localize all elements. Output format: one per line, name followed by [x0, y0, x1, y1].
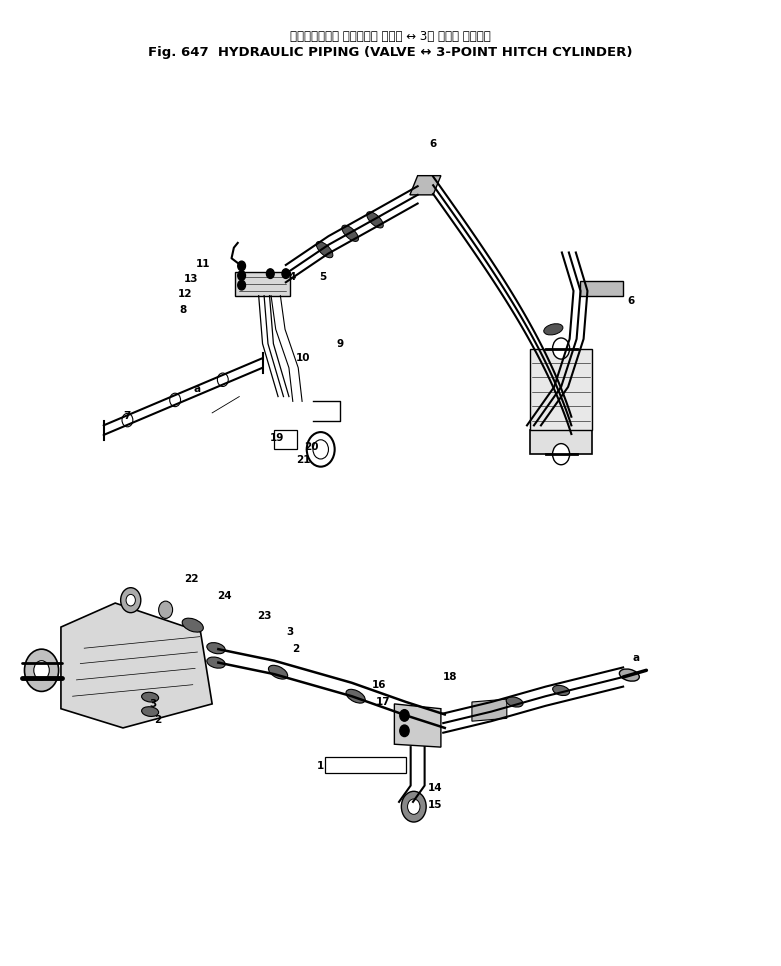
Text: 6: 6: [627, 296, 634, 305]
Ellipse shape: [182, 618, 203, 632]
Polygon shape: [530, 430, 592, 454]
Circle shape: [237, 270, 245, 280]
Ellipse shape: [619, 669, 640, 681]
Polygon shape: [394, 704, 441, 747]
Text: 17: 17: [376, 697, 390, 707]
Circle shape: [401, 791, 426, 822]
Circle shape: [159, 601, 173, 618]
Text: 15: 15: [428, 800, 442, 810]
Text: 2: 2: [155, 715, 162, 725]
Text: 23: 23: [257, 611, 272, 620]
Ellipse shape: [207, 642, 225, 654]
Text: a: a: [633, 653, 640, 663]
Circle shape: [34, 661, 49, 680]
Polygon shape: [61, 603, 212, 728]
Circle shape: [120, 587, 141, 612]
Circle shape: [400, 725, 409, 736]
Text: 16: 16: [372, 680, 387, 690]
Text: 13: 13: [184, 274, 198, 284]
Circle shape: [282, 269, 290, 278]
Text: ハイドロリック パイピング バルブ ↔ 3点 ヒッチ シリンダ: ハイドロリック パイピング バルブ ↔ 3点 ヒッチ シリンダ: [290, 30, 491, 43]
Text: 5: 5: [319, 272, 326, 282]
Polygon shape: [580, 281, 623, 296]
Circle shape: [266, 269, 274, 278]
Circle shape: [553, 338, 569, 359]
Ellipse shape: [342, 225, 358, 242]
Ellipse shape: [544, 367, 563, 378]
Circle shape: [408, 799, 420, 814]
Ellipse shape: [207, 657, 225, 668]
Text: 8: 8: [180, 305, 187, 315]
Text: 12: 12: [178, 289, 193, 298]
Ellipse shape: [506, 696, 523, 707]
Text: Fig. 647  HYDRAULIC PIPING (VALVE ↔ 3-POINT HITCH CYLINDER): Fig. 647 HYDRAULIC PIPING (VALVE ↔ 3-POI…: [148, 46, 633, 59]
Text: 24: 24: [217, 591, 231, 601]
Text: 1: 1: [317, 761, 324, 771]
Circle shape: [400, 710, 409, 722]
Circle shape: [237, 261, 245, 270]
Polygon shape: [472, 699, 507, 722]
Text: 22: 22: [184, 574, 198, 584]
Ellipse shape: [544, 411, 563, 421]
Text: 11: 11: [195, 259, 210, 269]
Ellipse shape: [367, 212, 383, 228]
Ellipse shape: [553, 686, 569, 696]
Polygon shape: [235, 271, 290, 296]
Ellipse shape: [316, 242, 333, 258]
Text: 9: 9: [336, 339, 344, 349]
Text: 18: 18: [444, 672, 458, 682]
Text: 7: 7: [123, 411, 130, 421]
Text: 3: 3: [149, 699, 156, 709]
Text: 21: 21: [296, 455, 310, 465]
Polygon shape: [530, 349, 592, 430]
Text: 20: 20: [304, 441, 318, 451]
Circle shape: [553, 443, 569, 465]
Text: 19: 19: [270, 433, 285, 442]
Circle shape: [24, 649, 59, 692]
Ellipse shape: [544, 324, 563, 335]
Ellipse shape: [346, 690, 366, 703]
Ellipse shape: [269, 666, 287, 679]
Text: 6: 6: [430, 139, 437, 149]
Text: 10: 10: [296, 354, 310, 363]
Ellipse shape: [141, 693, 159, 702]
Circle shape: [126, 594, 135, 606]
Polygon shape: [410, 176, 441, 195]
Ellipse shape: [141, 707, 159, 717]
Circle shape: [237, 280, 245, 290]
Text: 14: 14: [428, 783, 442, 793]
Text: a: a: [194, 384, 201, 394]
Text: 3: 3: [286, 627, 293, 637]
Text: 4: 4: [288, 272, 295, 282]
Text: 2: 2: [292, 644, 299, 654]
